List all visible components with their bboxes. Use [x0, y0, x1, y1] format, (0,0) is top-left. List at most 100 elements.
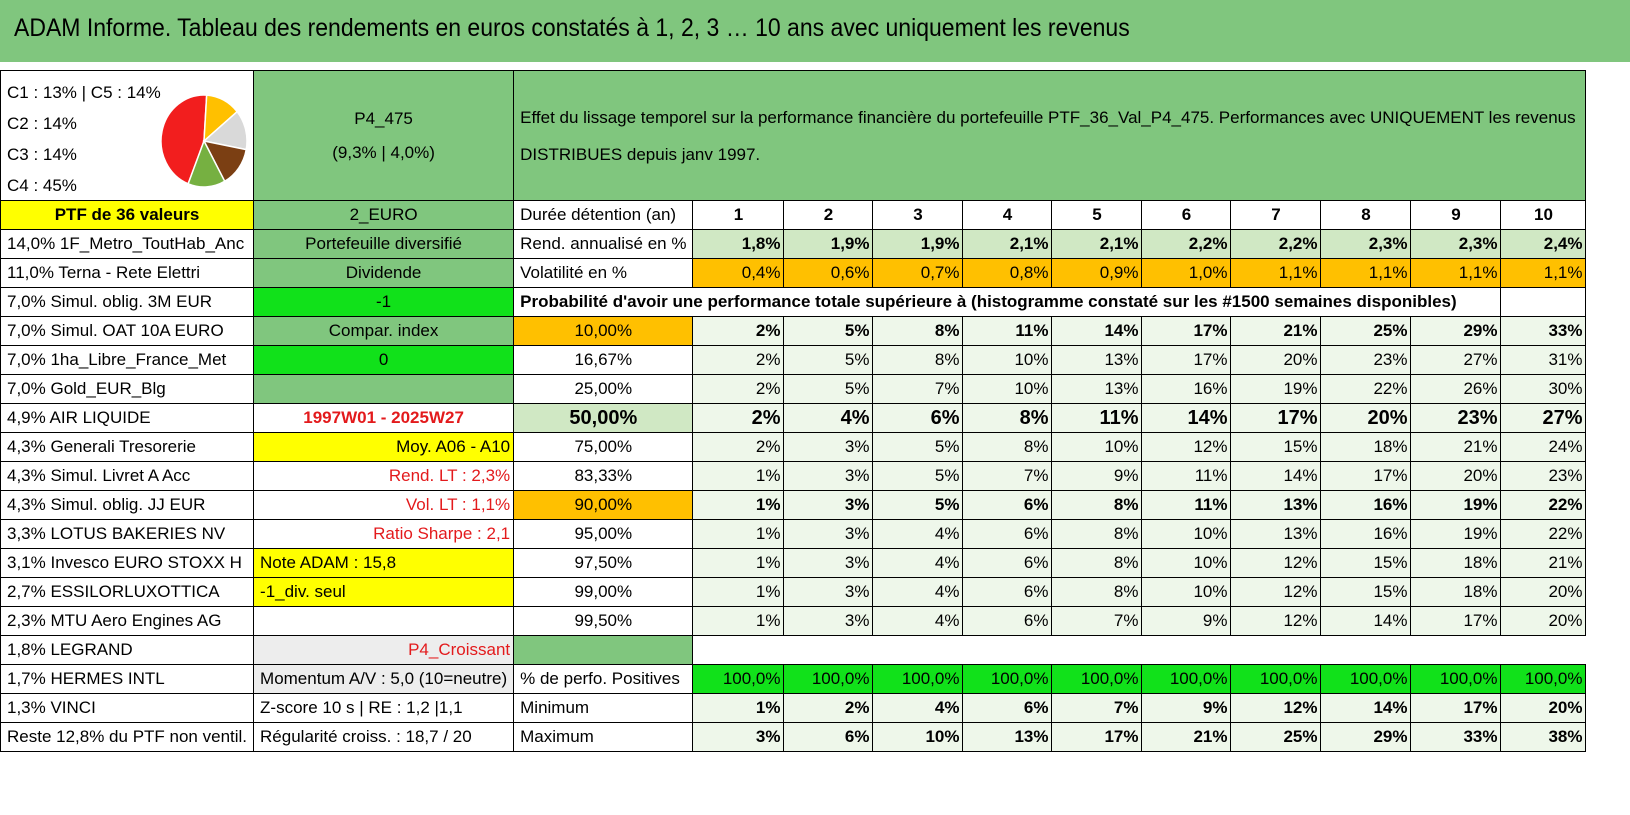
- prob-value: 30%: [1500, 374, 1587, 404]
- prob-threshold: 99,50%: [513, 606, 694, 636]
- holding: 4,3% Simul. Livret A Acc: [0, 461, 255, 491]
- prob-value: 15%: [1320, 548, 1412, 578]
- prob-value: 17%: [1410, 606, 1502, 636]
- holding-row: 3,3% LOTUS BAKERIES NV Ratio Sharpe : 2,1…: [0, 519, 1587, 549]
- holding-row: 4,9% AIR LIQUIDE 1997W01 - 2025W27 50,00% 2…: [0, 403, 1587, 433]
- prob-value: 3%: [783, 548, 874, 578]
- info-cell: Moy. A06 - A10: [253, 432, 515, 462]
- prob-value: 1%: [692, 577, 785, 607]
- rend-value: 1,9%: [872, 229, 964, 259]
- pos-value: 100,0%: [1320, 664, 1412, 694]
- prob-value: 11%: [1141, 461, 1232, 491]
- prob-value: 10%: [1141, 519, 1232, 549]
- year-header: 10: [1500, 200, 1587, 230]
- max-value: 29%: [1320, 722, 1412, 752]
- prob-value: 8%: [962, 403, 1053, 433]
- prob-value: 20%: [1500, 577, 1587, 607]
- prob-value: 21%: [1410, 432, 1502, 462]
- min-value: 12%: [1230, 693, 1322, 723]
- prob-value: 16%: [1320, 519, 1412, 549]
- prob-value: 3%: [783, 432, 874, 462]
- min-value: 1%: [692, 693, 785, 723]
- holding: 4,9% AIR LIQUIDE: [0, 403, 255, 433]
- holding: 7,0% Simul. OAT 10A EURO: [0, 316, 255, 346]
- info-cell: -1: [253, 287, 515, 317]
- info-cell: Note ADAM : 15,8: [253, 548, 515, 578]
- pos-value: 100,0%: [692, 664, 785, 694]
- ptf-label: PTF de 36 valeurs: [0, 200, 255, 230]
- prob-value: 22%: [1500, 490, 1587, 520]
- holding: 7,0% Simul. oblig. 3M EUR: [0, 287, 255, 317]
- allocation-cell: C1 : 13% | C5 : 14% C2 : 14% C3 : 14% C4 : …: [0, 70, 255, 201]
- vol-value: 1,1%: [1230, 258, 1322, 288]
- prob-value: 2%: [692, 403, 785, 433]
- prob-value: 17%: [1141, 345, 1232, 375]
- prob-value: 11%: [1141, 490, 1232, 520]
- currency: 2_EURO: [253, 200, 515, 230]
- prob-value: 4%: [783, 403, 874, 433]
- holding-row: 14,0% 1F_Metro_ToutHab_Anc Portefeuille d…: [0, 229, 1587, 259]
- empty-cell: [784, 636, 873, 665]
- prob-value: 31%: [1500, 345, 1587, 375]
- prob-threshold: 10,00%: [513, 316, 694, 346]
- year-header: 5: [1051, 200, 1143, 230]
- prob-value: 1%: [692, 606, 785, 636]
- prob-value: 5%: [872, 490, 964, 520]
- info-cell: Compar. index: [253, 316, 515, 346]
- max-value: 33%: [1410, 722, 1502, 752]
- info-cell: Rend. LT : 2,3%: [253, 461, 515, 491]
- prob-value: 23%: [1500, 461, 1587, 491]
- prob-value: 9%: [1141, 606, 1232, 636]
- max-value: 17%: [1051, 722, 1143, 752]
- pos-value: 100,0%: [1410, 664, 1502, 694]
- year-header: 9: [1410, 200, 1502, 230]
- prob-threshold: 25,00%: [513, 374, 694, 404]
- prob-value: 21%: [1500, 548, 1587, 578]
- year-header: 3: [872, 200, 964, 230]
- max-value: 25%: [1230, 722, 1322, 752]
- prob-value: 6%: [962, 548, 1053, 578]
- prob-value: 3%: [783, 490, 874, 520]
- holding: 11,0% Terna - Rete Elettri: [0, 258, 255, 288]
- prob-value: 7%: [962, 461, 1053, 491]
- info-cell: P4_Croissant: [253, 635, 515, 665]
- holding: 4,3% Simul. oblig. JJ EUR: [0, 490, 255, 520]
- pos-value: 100,0%: [783, 664, 874, 694]
- rend-value: 2,2%: [1141, 229, 1232, 259]
- info-cell: Ratio Sharpe : 2,1: [253, 519, 515, 549]
- prob-value: 10%: [962, 345, 1053, 375]
- prob-value: 8%: [872, 345, 964, 375]
- info-cell: 1997W01 - 2025W27: [253, 403, 515, 433]
- prob-value: 13%: [1051, 374, 1143, 404]
- prob-value: 3%: [783, 461, 874, 491]
- pie-slice-c4: [160, 94, 208, 185]
- rend-value: 2,1%: [1051, 229, 1143, 259]
- info-cell: Vol. LT : 1,1%: [253, 490, 515, 520]
- prob-value: 27%: [1410, 345, 1502, 375]
- info-cell: [253, 374, 515, 404]
- prob-threshold: 97,50%: [513, 548, 694, 578]
- prob-value: 14%: [1051, 316, 1143, 346]
- prob-value: 3%: [783, 519, 874, 549]
- holding-row: 1,8% LEGRAND P4_Croissant: [0, 635, 1586, 665]
- prob-value: 3%: [783, 606, 874, 636]
- empty-cell: [963, 636, 1052, 665]
- prob-value: 2%: [692, 345, 785, 375]
- allocation-line: C4 : 45%: [7, 176, 77, 195]
- allocation-list: C1 : 13% | C5 : 14% C2 : 14% C3 : 14% C4 : …: [7, 77, 161, 200]
- prob-value: 15%: [1230, 432, 1322, 462]
- prob-value: 5%: [872, 432, 964, 462]
- holding-row: 4,3% Simul. oblig. JJ EUR Vol. LT : 1,1% 9…: [0, 490, 1587, 520]
- prob-value: 1%: [692, 519, 785, 549]
- prob-value: 1%: [692, 548, 785, 578]
- empty-cell: [1052, 636, 1142, 665]
- prob-value: 1%: [692, 490, 785, 520]
- prob-threshold: 16,67%: [513, 345, 694, 375]
- min-value: 6%: [962, 693, 1053, 723]
- vol-label: Volatilité en %: [513, 258, 694, 288]
- holding-row: 2,7% ESSILORLUXOTTICA -1_div. seul 99,00% 1…: [0, 577, 1587, 607]
- prob-value: 12%: [1230, 577, 1322, 607]
- holding-row: 2,3% MTU Aero Engines AG 99,50% 1% 3% 4% 6% 7%…: [0, 606, 1587, 636]
- holding: 14,0% 1F_Metro_ToutHab_Anc: [0, 229, 255, 259]
- prob-value: 6%: [962, 490, 1053, 520]
